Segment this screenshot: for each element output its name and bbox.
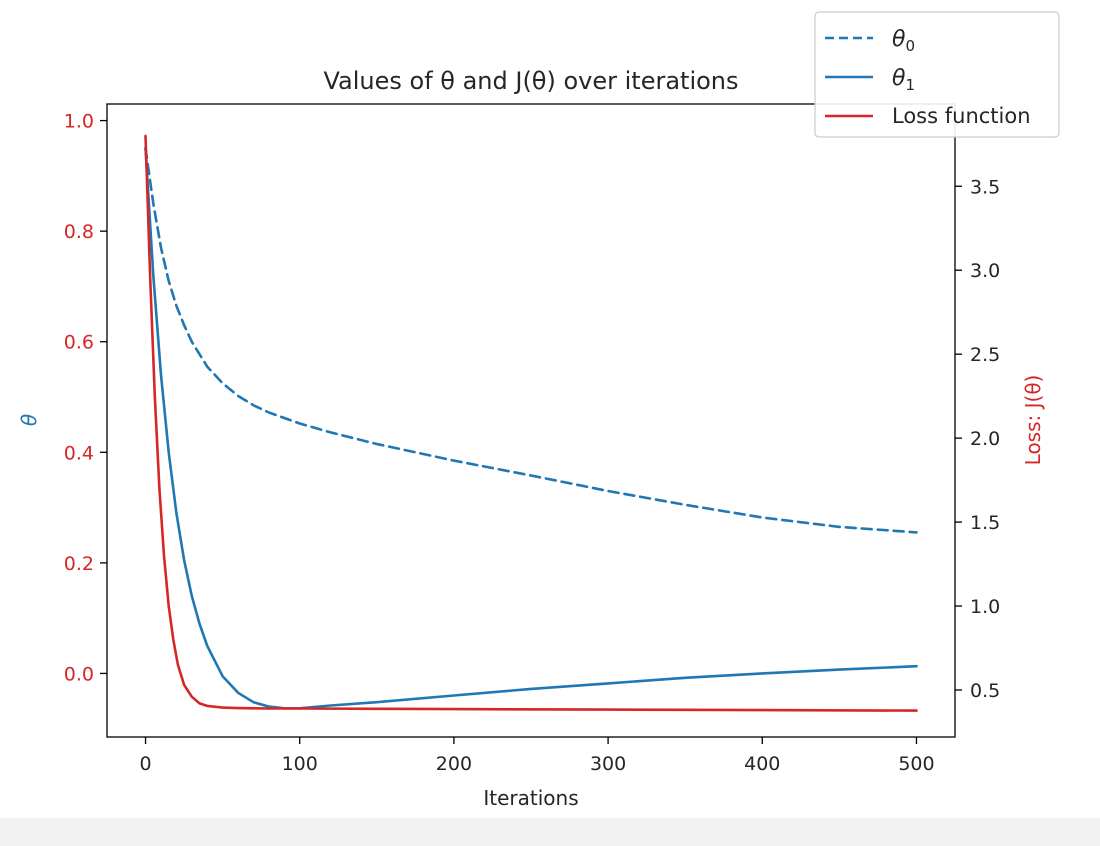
x-tick-label: 300 <box>590 753 626 775</box>
y-left-tick-label: 1.0 <box>64 111 94 133</box>
window-bottom-bar <box>0 818 1100 846</box>
plot-frame <box>106 103 956 738</box>
legend-label-theta1: θ1 <box>892 66 915 94</box>
y-left-tick-label: 0.2 <box>64 553 94 575</box>
y-left-axis-ticks: 0.0 0.2 0.4 0.6 0.8 1.0 <box>64 111 107 685</box>
y-right-tick-label: 3.5 <box>970 176 1000 198</box>
x-tick-label: 0 <box>139 753 151 775</box>
legend-label-loss: Loss function <box>892 104 1031 128</box>
x-axis-ticks: 0 100 200 300 400 500 <box>139 737 935 775</box>
series-line-2 <box>144 134 918 712</box>
legend-box <box>814 11 1060 138</box>
y-left-tick-label: 0.8 <box>64 221 94 243</box>
x-tick-label: 100 <box>282 753 318 775</box>
y-left-tick-label: 0.6 <box>64 332 94 354</box>
x-tick-label: 200 <box>436 753 472 775</box>
y-right-tick-label: 2.5 <box>970 344 1000 366</box>
x-tick-label: 400 <box>744 753 780 775</box>
y-right-axis-ticks: 0.5 1.0 1.5 2.0 2.5 3.0 3.5 <box>955 176 1000 702</box>
series-line-0 <box>144 146 918 534</box>
legend: θ0 θ1 Loss function <box>814 11 1060 138</box>
y-right-tick-label: 0.5 <box>970 680 1000 702</box>
y-left-axis-label: θ <box>17 414 41 426</box>
y-left-tick-label: 0.0 <box>64 663 94 685</box>
y-left-tick-label: 0.4 <box>64 442 94 464</box>
series-line-1 <box>144 146 918 710</box>
y-right-tick-label: 2.0 <box>970 428 1000 450</box>
y-right-tick-label: 1.5 <box>970 512 1000 534</box>
plot-area <box>107 104 955 737</box>
y-right-tick-label: 3.0 <box>970 260 1000 282</box>
x-tick-label: 500 <box>898 753 934 775</box>
chart-title: Values of θ and J(θ) over iterations <box>323 67 738 95</box>
x-axis-label: Iterations <box>483 786 578 810</box>
series-layer <box>144 134 918 712</box>
y-right-axis-label: Loss: J(θ) <box>1021 375 1045 466</box>
legend-label-theta0: θ0 <box>892 27 915 55</box>
y-right-tick-label: 1.0 <box>970 596 1000 618</box>
